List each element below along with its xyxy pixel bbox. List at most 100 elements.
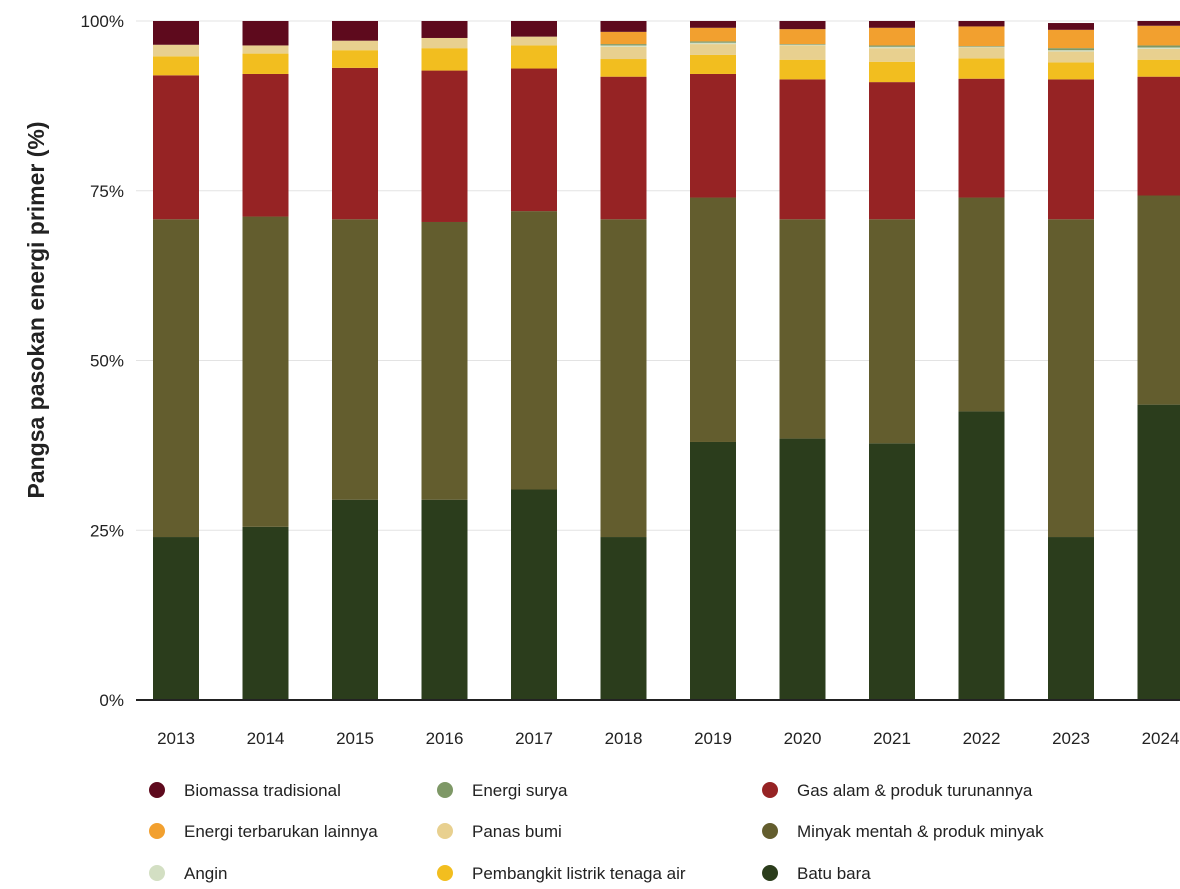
bar-segment bbox=[780, 29, 826, 44]
bar-segment bbox=[690, 198, 736, 442]
bar-segment bbox=[690, 74, 736, 198]
bar-segment bbox=[959, 26, 1005, 46]
y-tick-label: 25% bbox=[90, 521, 124, 540]
bar-segment bbox=[243, 527, 289, 700]
bar-segment bbox=[959, 58, 1005, 78]
x-tick-label: 2015 bbox=[336, 729, 374, 748]
legend-label: Energi terbarukan lainnya bbox=[184, 822, 378, 841]
bar-segment bbox=[511, 490, 557, 700]
bar-segment bbox=[601, 59, 647, 77]
bar-segment bbox=[869, 62, 915, 82]
bar-segment bbox=[869, 47, 915, 48]
bar-segment bbox=[1138, 49, 1180, 60]
bar-segment bbox=[153, 219, 199, 537]
bar-segment bbox=[869, 48, 915, 62]
bar-segment bbox=[422, 21, 468, 38]
bar-segment bbox=[332, 219, 378, 499]
legend-label: Angin bbox=[184, 864, 227, 883]
legend-marker bbox=[149, 823, 165, 839]
bar-segment bbox=[601, 47, 647, 59]
bar-segment bbox=[1138, 60, 1180, 77]
legend-label: Pembangkit listrik tenaga air bbox=[472, 864, 686, 883]
bar-segment bbox=[780, 21, 826, 29]
bar-segment bbox=[511, 21, 557, 37]
x-tick-label: 2016 bbox=[426, 729, 464, 748]
bar-segment bbox=[1048, 52, 1094, 63]
bar-segment bbox=[780, 439, 826, 700]
x-tick-label: 2024 bbox=[1142, 729, 1180, 748]
x-tick-label: 2019 bbox=[694, 729, 732, 748]
bar-segment bbox=[780, 79, 826, 219]
legend-marker bbox=[437, 782, 453, 798]
bar-segment bbox=[332, 41, 378, 51]
y-axis-label: Pangsa pasokan energi primer (%) bbox=[23, 121, 49, 498]
bar-segment bbox=[153, 75, 199, 219]
bar-segment bbox=[959, 79, 1005, 198]
bar-segment bbox=[601, 537, 647, 700]
legend-marker bbox=[762, 865, 778, 881]
legend-marker bbox=[762, 782, 778, 798]
x-tick-label: 2017 bbox=[515, 729, 553, 748]
bar-segment bbox=[601, 77, 647, 220]
x-tick-label: 2021 bbox=[873, 729, 911, 748]
bar-segment bbox=[153, 45, 199, 57]
bar-segment bbox=[1138, 45, 1180, 47]
bar-segment bbox=[869, 45, 915, 46]
bar-segment bbox=[243, 21, 289, 45]
bar-segment bbox=[243, 45, 289, 53]
bar-segment bbox=[332, 50, 378, 68]
legend-marker bbox=[437, 823, 453, 839]
bar-segment bbox=[243, 74, 289, 217]
bar-segment bbox=[869, 28, 915, 46]
bar-segment bbox=[780, 44, 826, 45]
legend-label: Gas alam & produk turunannya bbox=[797, 781, 1033, 800]
gridlines bbox=[136, 21, 1180, 530]
bar-segment bbox=[153, 56, 199, 75]
bar-segment bbox=[1138, 21, 1180, 26]
bar-segment bbox=[690, 41, 736, 42]
legend-marker bbox=[149, 865, 165, 881]
bar-segment bbox=[959, 198, 1005, 412]
bar-segment bbox=[511, 69, 557, 212]
bar-segment bbox=[869, 443, 915, 700]
bar-segment bbox=[690, 55, 736, 74]
y-tick-label: 0% bbox=[99, 691, 124, 710]
bar-segment bbox=[1048, 23, 1094, 30]
bar-segment bbox=[332, 68, 378, 219]
bar-segment bbox=[780, 60, 826, 80]
bar-segment bbox=[511, 37, 557, 46]
bar-segment bbox=[332, 500, 378, 700]
y-tick-label: 50% bbox=[90, 352, 124, 371]
legend-label: Biomassa tradisional bbox=[184, 781, 341, 800]
x-tick-label: 2022 bbox=[963, 729, 1001, 748]
bar-segment bbox=[511, 211, 557, 489]
bar-segment bbox=[243, 54, 289, 74]
bar-segment bbox=[959, 46, 1005, 47]
y-tick-label: 100% bbox=[81, 12, 124, 31]
legend-label: Energi surya bbox=[472, 781, 568, 800]
bar-segment bbox=[959, 411, 1005, 700]
legend-label: Panas bumi bbox=[472, 822, 562, 841]
bar-segment bbox=[1138, 47, 1180, 48]
bar-segment bbox=[690, 44, 736, 55]
x-tick-label: 2018 bbox=[605, 729, 643, 748]
bar-segment bbox=[511, 45, 557, 68]
bar-segment bbox=[959, 47, 1005, 48]
bar-segment bbox=[1048, 79, 1094, 219]
bar-segment bbox=[1048, 537, 1094, 700]
bar-segment bbox=[422, 222, 468, 500]
bar-segment bbox=[601, 45, 647, 46]
legend-marker bbox=[149, 782, 165, 798]
bar-segment bbox=[690, 442, 736, 700]
bar-segment bbox=[422, 38, 468, 48]
bar-segment bbox=[690, 43, 736, 44]
legend-marker bbox=[437, 865, 453, 881]
bar-segment bbox=[1138, 196, 1180, 405]
bar-segment bbox=[153, 21, 199, 45]
legend-label: Batu bara bbox=[797, 864, 871, 883]
bar-segment bbox=[690, 28, 736, 42]
bar-segment bbox=[869, 219, 915, 443]
x-tick-label: 2023 bbox=[1052, 729, 1090, 748]
